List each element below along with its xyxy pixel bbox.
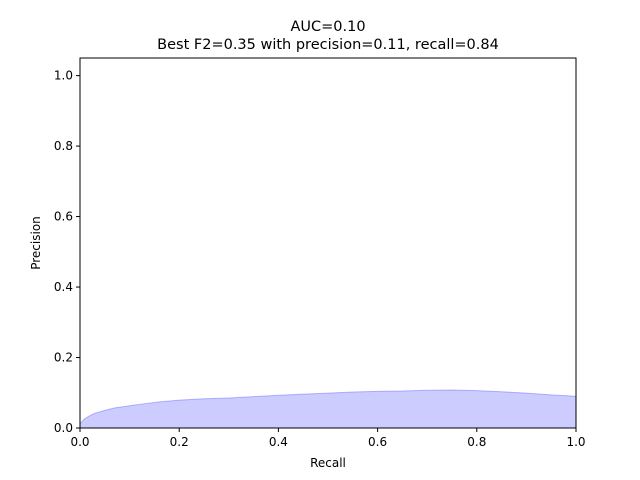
x-tick-label: 0.2 bbox=[170, 435, 189, 449]
chart-subtitle: Best F2=0.35 with precision=0.11, recall… bbox=[157, 37, 499, 53]
y-tick-label: 0.8 bbox=[54, 139, 73, 153]
x-tick-label: 1.0 bbox=[566, 435, 585, 449]
y-tick-label: 0.4 bbox=[54, 280, 73, 294]
pr-curve-line bbox=[79, 389, 577, 425]
x-axis-ticks: 0.0 0.2 0.4 0.6 0.8 1.0 bbox=[70, 428, 586, 449]
y-tick-label: 0.6 bbox=[54, 210, 73, 224]
plot-area bbox=[79, 389, 577, 428]
chart-title: AUC=0.10 bbox=[290, 19, 365, 35]
x-tick-label: 0.6 bbox=[368, 435, 387, 449]
pr-curve-area bbox=[80, 389, 576, 428]
x-tick-label: 0.0 bbox=[70, 435, 89, 449]
y-tick-label: 0.2 bbox=[54, 351, 73, 365]
axes-frame bbox=[79, 57, 577, 429]
y-axis-label: Precision bbox=[29, 216, 43, 270]
x-tick-label: 0.4 bbox=[269, 435, 288, 449]
x-axis-label: Recall bbox=[310, 456, 346, 470]
x-tick-label: 0.8 bbox=[467, 435, 486, 449]
y-tick-label: 0.0 bbox=[54, 421, 73, 435]
y-tick-label: 1.0 bbox=[54, 69, 73, 83]
y-axis-ticks: 0.0 0.2 0.4 0.6 0.8 1.0 bbox=[54, 69, 80, 435]
